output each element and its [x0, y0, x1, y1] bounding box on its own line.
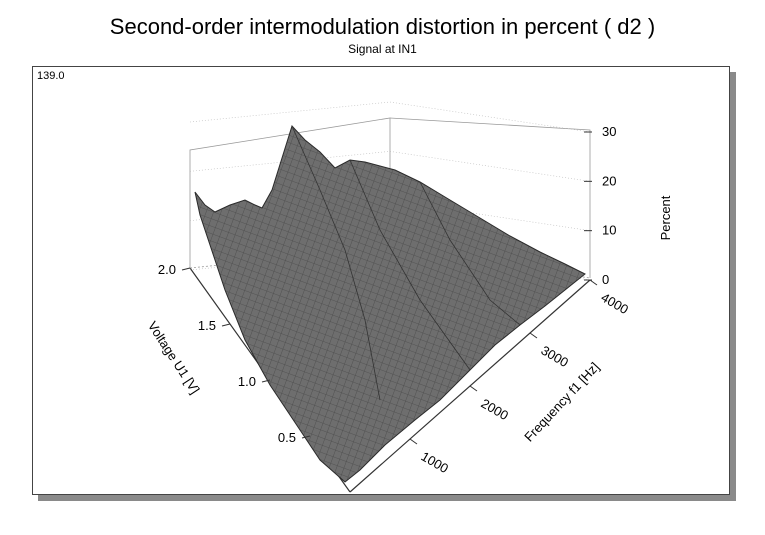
x-tick-label: 1000: [419, 449, 452, 476]
y-axis: 0.5 1.0 1.5 2.0: [158, 262, 311, 445]
y-axis-label: Voltage U1 [V]: [145, 319, 203, 397]
surface-ridge-2: [349, 159, 471, 371]
chart-title: Second-order intermodulation distortion …: [109, 14, 656, 39]
x-tick-label: 2000: [479, 396, 512, 423]
y-tick-mark: [221, 323, 231, 327]
y-tick-label: 1.5: [198, 318, 216, 333]
surface-mesh: [194, 125, 586, 483]
z-tick-label: 0: [602, 272, 609, 287]
z-gridline: [189, 101, 591, 133]
x-tick-label: 3000: [539, 343, 572, 370]
x-tick-mark: [529, 332, 538, 339]
y-tick-mark: [301, 435, 311, 439]
x-tick-mark: [469, 385, 478, 392]
y-tick-label: 1.0: [238, 374, 256, 389]
z-tick-label: 20: [602, 173, 616, 188]
surface-ridge-3: [419, 181, 521, 326]
x-axis-label: Frequency f1 [Hz]: [521, 359, 602, 444]
surface-ridge: [291, 125, 381, 401]
y-tick-mark: [181, 267, 191, 271]
z-tick-label: 10: [602, 223, 616, 238]
x-tick-mark: [589, 279, 598, 286]
y-tick-label: 2.0: [158, 262, 176, 277]
z-axis: 0 10 20 30: [584, 124, 616, 287]
x-tick-label: 4000: [599, 290, 632, 317]
y-tick-mark: [261, 379, 271, 383]
y-tick-label: 0.5: [278, 430, 296, 445]
back-wall-right: [389, 117, 591, 278]
corner-value-label: 139.0: [37, 70, 65, 82]
z-tick-label: 30: [602, 124, 616, 139]
z-axis-label: Percent: [658, 195, 673, 240]
surface: [194, 125, 586, 483]
x-tick-mark: [409, 438, 418, 445]
chart-subtitle: Signal at IN1: [348, 42, 417, 56]
z-gridline: [189, 151, 591, 182]
